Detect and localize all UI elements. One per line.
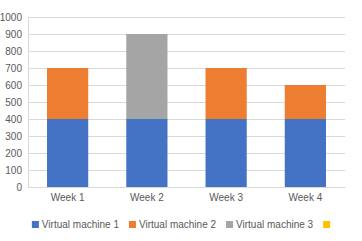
legend-swatch bbox=[129, 221, 136, 228]
series bbox=[47, 68, 326, 119]
x-axis-line bbox=[29, 187, 346, 188]
bar bbox=[126, 34, 167, 119]
y-tick-label: 600 bbox=[5, 80, 22, 91]
y-tick: 300 bbox=[5, 131, 28, 142]
grid-line bbox=[28, 51, 345, 52]
y-tick-label: 900 bbox=[5, 29, 22, 40]
legend-swatch bbox=[323, 221, 330, 228]
legend-swatch bbox=[32, 221, 39, 228]
series bbox=[126, 34, 167, 119]
y-tick: 0 bbox=[16, 182, 28, 193]
bar bbox=[285, 119, 326, 187]
y-tick-label: 1000 bbox=[0, 12, 22, 23]
y-tick: 700 bbox=[5, 63, 28, 74]
bar bbox=[47, 119, 88, 187]
x-tick-label: Week 2 bbox=[130, 192, 164, 203]
x-tick: Week 1 bbox=[51, 187, 85, 203]
y-axis: 0 100 200 300 400 500 600 700 800 900 1000 bbox=[0, 12, 29, 193]
y-tick-label: 400 bbox=[5, 114, 22, 125]
legend-label: Virtual machine 1 bbox=[42, 219, 120, 230]
legend-item bbox=[323, 221, 330, 228]
y-axis-line bbox=[28, 18, 29, 188]
bar bbox=[126, 119, 167, 187]
legend-label: Virtual machine 2 bbox=[139, 219, 217, 230]
legend: Virtual machine 1 Virtual machine 2 Virtua… bbox=[32, 219, 330, 230]
y-tick-label: 800 bbox=[5, 46, 22, 57]
y-tick-label: 300 bbox=[5, 131, 22, 142]
x-tick-label: Week 1 bbox=[51, 192, 85, 203]
legend-swatch bbox=[226, 221, 233, 228]
y-tick-label: 200 bbox=[5, 148, 22, 159]
grid-line bbox=[28, 17, 345, 18]
x-axis: Week 1 Week 2 Week 3 Week 4 bbox=[29, 187, 346, 203]
bars bbox=[47, 34, 326, 187]
chart: 01002003004005006007008009001000Week 1We… bbox=[0, 0, 362, 241]
grid-line bbox=[28, 34, 345, 35]
y-tick: 100 bbox=[5, 165, 28, 176]
legend-label: Virtual machine 3 bbox=[236, 219, 314, 230]
legend-item: Virtual machine 3 bbox=[226, 219, 314, 230]
x-tick-label: Week 4 bbox=[289, 192, 323, 203]
y-tick-label: 700 bbox=[5, 63, 22, 74]
bar bbox=[206, 68, 247, 69]
y-tick: 900 bbox=[5, 29, 28, 40]
bar bbox=[47, 68, 88, 69]
bar bbox=[285, 85, 326, 119]
bar bbox=[206, 68, 247, 119]
y-tick-label: 0 bbox=[16, 182, 22, 193]
x-tick: Week 2 bbox=[130, 187, 164, 203]
x-tick: Week 4 bbox=[289, 187, 323, 203]
y-tick: 1000 bbox=[0, 12, 28, 23]
legend-item: Virtual machine 2 bbox=[129, 219, 217, 230]
x-tick-label: Week 3 bbox=[209, 192, 243, 203]
y-tick-label: 100 bbox=[5, 165, 22, 176]
legend-item: Virtual machine 1 bbox=[32, 219, 120, 230]
x-tick: Week 3 bbox=[209, 187, 243, 203]
bar bbox=[206, 119, 247, 187]
y-tick-label: 500 bbox=[5, 97, 22, 108]
y-tick: 500 bbox=[5, 97, 28, 108]
y-tick: 600 bbox=[5, 80, 28, 91]
y-tick: 400 bbox=[5, 114, 28, 125]
y-tick: 200 bbox=[5, 148, 28, 159]
y-tick: 800 bbox=[5, 46, 28, 57]
bar bbox=[47, 68, 88, 119]
series bbox=[47, 119, 326, 187]
grid bbox=[28, 17, 345, 187]
bar bbox=[285, 85, 326, 86]
